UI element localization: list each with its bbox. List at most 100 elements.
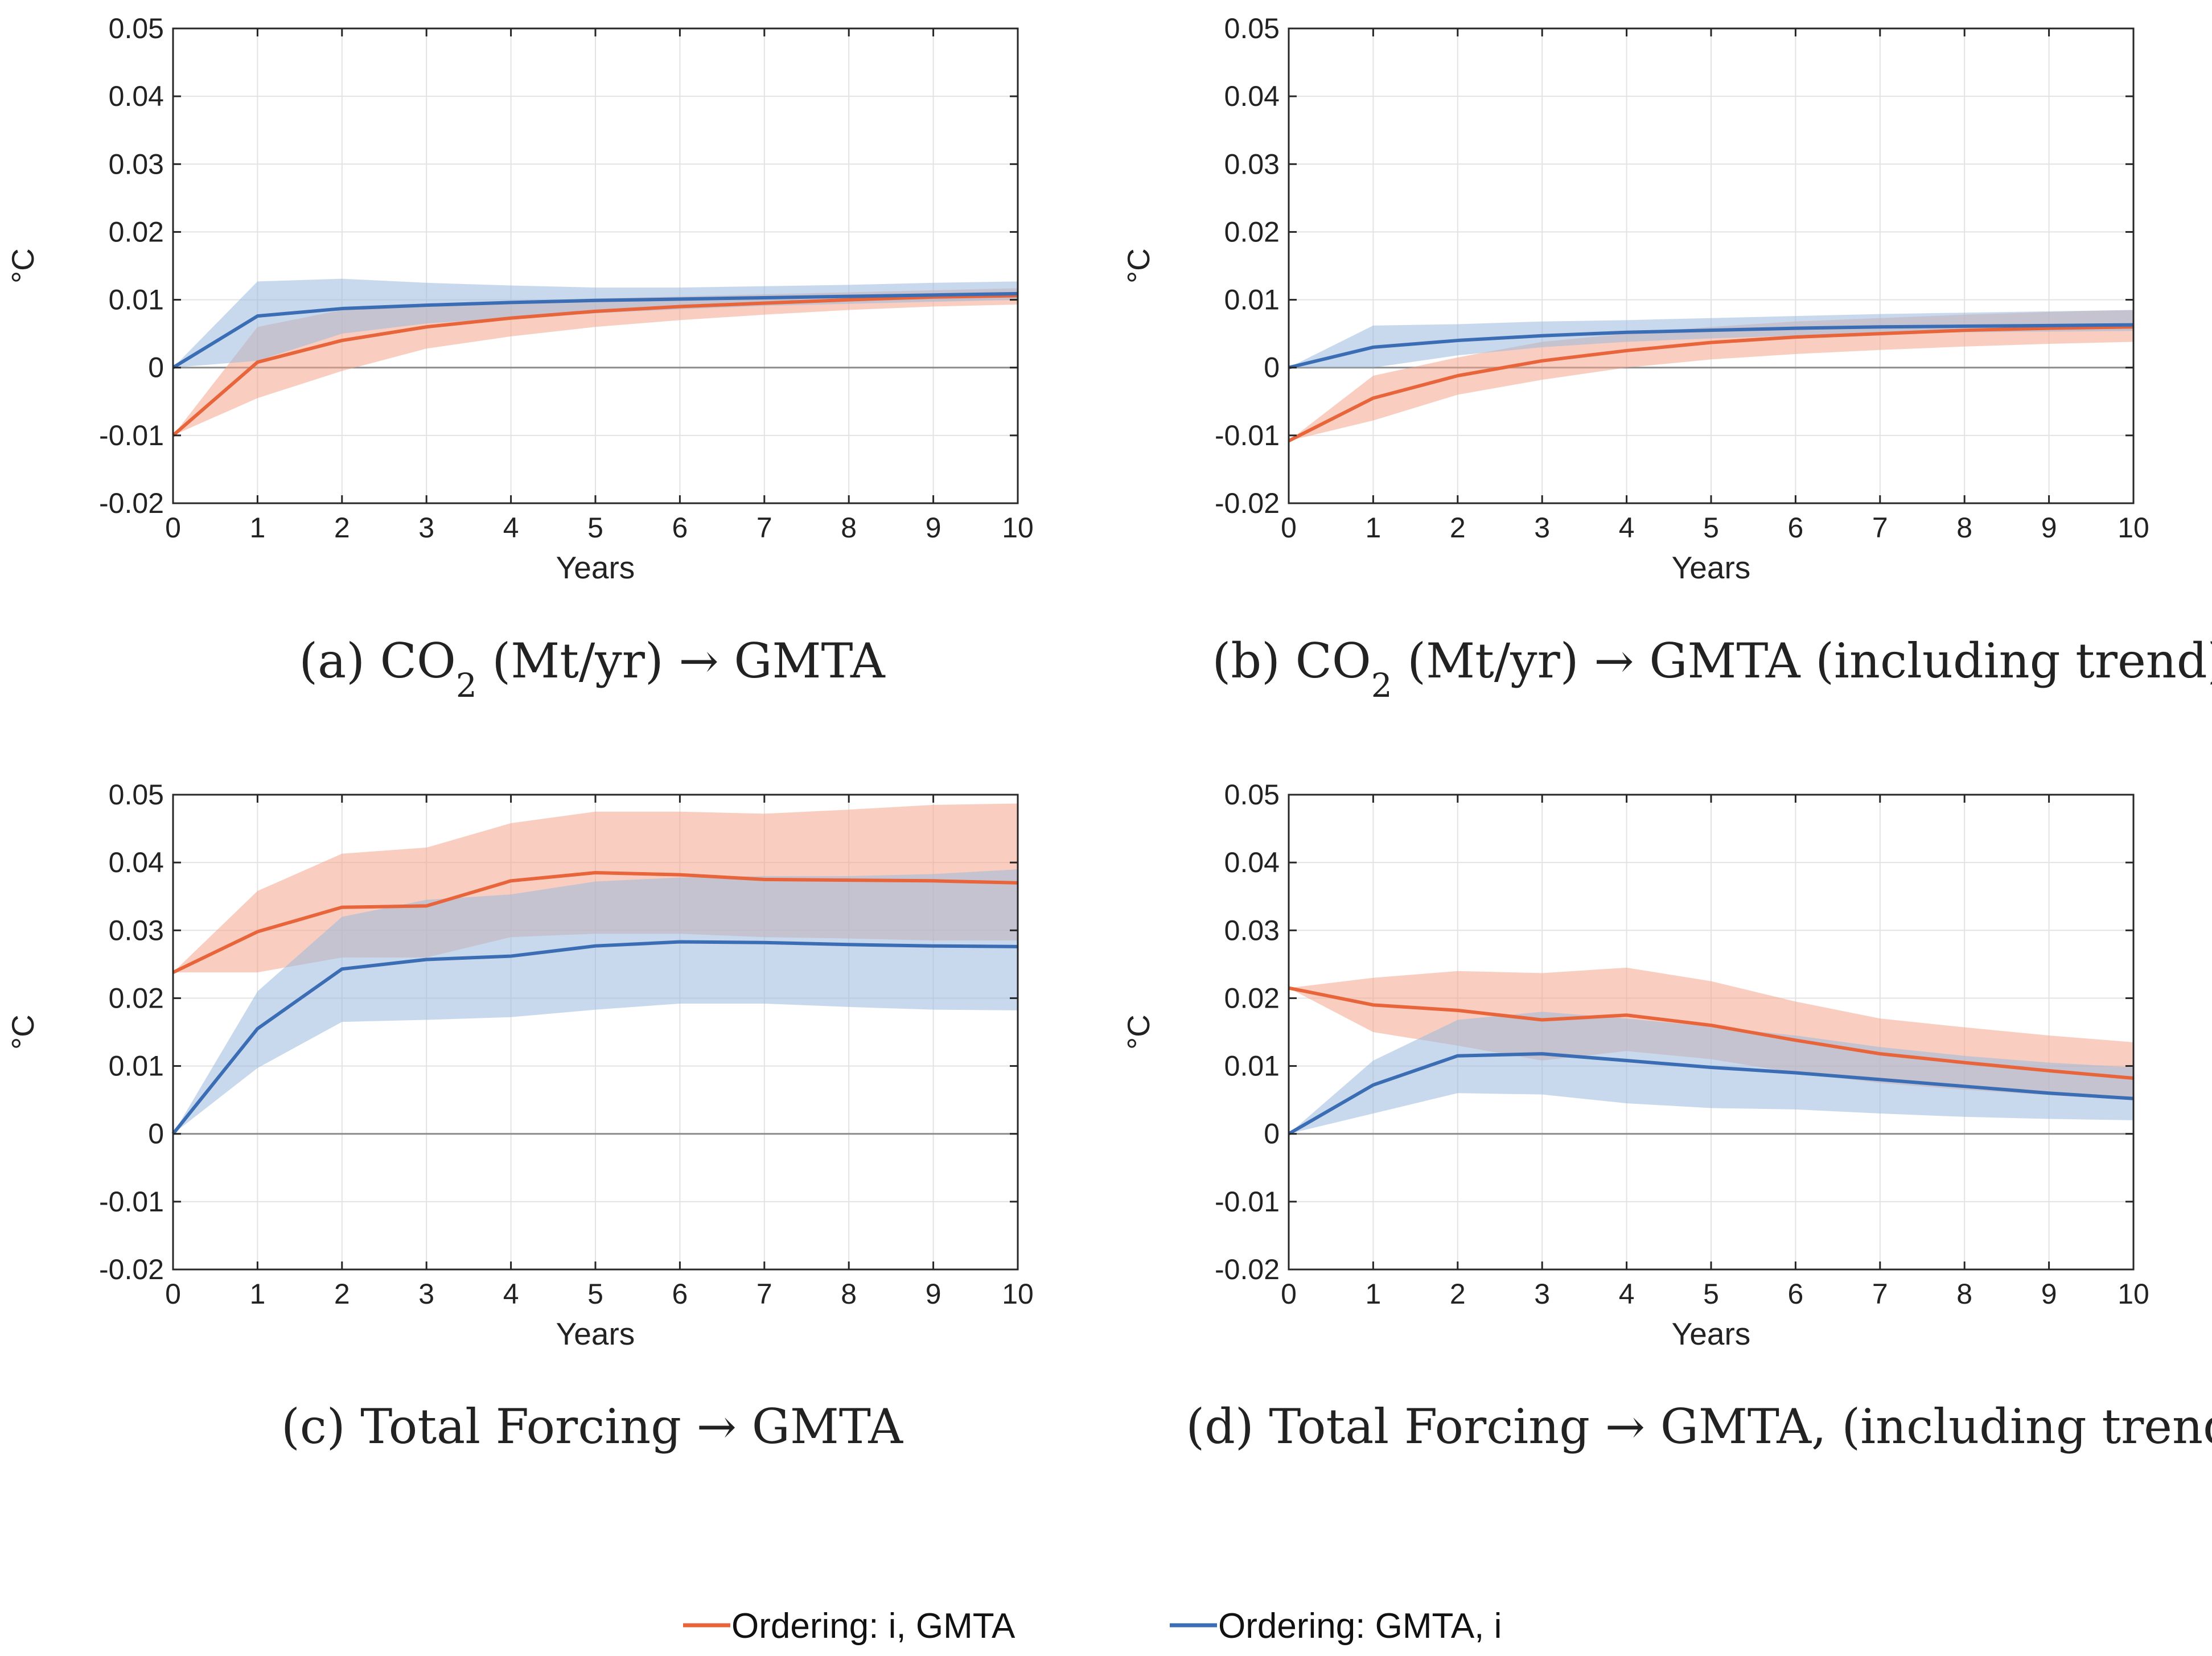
x-tick-label: 2 — [334, 512, 350, 544]
x-tick-label: 1 — [249, 512, 265, 544]
y-tick-label: 0.02 — [1224, 216, 1280, 248]
x-axis-label: Years — [556, 1316, 635, 1351]
y-tick-label: -0.01 — [1215, 1186, 1280, 1218]
y-axis-label: °C — [5, 248, 40, 283]
series-line-orange — [172, 871, 1018, 974]
y-tick-label: 0.01 — [1224, 284, 1280, 316]
x-tick-label: 3 — [1534, 1278, 1550, 1310]
x-tick-label: 10 — [1002, 512, 1034, 544]
x-tick-label: 4 — [503, 512, 519, 544]
y-tick-label: -0.01 — [99, 1186, 164, 1218]
x-tick-label: 6 — [672, 1278, 688, 1310]
y-tick-label: 0.02 — [109, 982, 164, 1014]
legend-label-orange: Ordering: i, GMTA — [731, 1606, 1015, 1646]
x-tick-label: 3 — [418, 1278, 434, 1310]
x-tick-label: 8 — [841, 1278, 857, 1310]
x-tick-label: 7 — [756, 512, 772, 544]
panel-caption: (c) Total Forcing → GMTA — [281, 1399, 903, 1454]
series-line-orange — [172, 294, 1018, 437]
x-tick-label: 9 — [2041, 1278, 2057, 1310]
y-tick-label: 0.04 — [109, 80, 164, 112]
x-tick-label: 8 — [841, 512, 857, 544]
x-tick-label: 5 — [1703, 1278, 1719, 1310]
series-line-orange — [1288, 325, 2134, 443]
x-tick-label: 6 — [672, 512, 688, 544]
series-line-blue — [172, 291, 1018, 369]
y-tick-label: 0.03 — [109, 914, 164, 946]
x-tick-label: 0 — [165, 1278, 181, 1310]
x-tick-label: 10 — [1002, 1278, 1034, 1310]
legend: Ordering: i, GMTA Ordering: GMTA, i — [683, 1606, 1502, 1646]
band-blue — [1289, 1012, 2133, 1134]
y-tick-label: -0.02 — [1215, 1254, 1280, 1285]
legend-label-blue: Ordering: GMTA, i — [1218, 1606, 1502, 1646]
x-tick-label: 4 — [1619, 512, 1635, 544]
x-tick-label: 8 — [1956, 1278, 1972, 1310]
y-tick-label: 0.02 — [109, 216, 164, 248]
y-tick-label: 0.03 — [1224, 914, 1280, 946]
y-tick-label: -0.01 — [99, 420, 164, 451]
y-tick-label: 0.04 — [1224, 847, 1280, 878]
panel-b: 0 1 2 3 4 5 6 7 8 9 10 -0.02 -0.01 0 0.01 0.02 0.03 0.04 0… — [1121, 13, 2212, 705]
y-tick-label: 0.04 — [109, 847, 164, 878]
y-tick-label: 0.02 — [1224, 982, 1280, 1014]
y-tick-label: 0.05 — [109, 779, 164, 811]
series-line-orange — [1288, 986, 2134, 1080]
band-blue — [173, 869, 1018, 1134]
x-axis-label: Years — [1672, 550, 1751, 585]
x-tick-label: 5 — [1703, 512, 1719, 544]
x-tick-label: 0 — [1281, 1278, 1297, 1310]
x-tick-label: 8 — [1956, 512, 1972, 544]
x-tick-label: 5 — [587, 1278, 603, 1310]
x-tick-label: 6 — [1787, 512, 1803, 544]
x-tick-label: 2 — [1450, 1278, 1466, 1310]
x-tick-label: 7 — [1872, 512, 1888, 544]
band-orange — [1289, 310, 2133, 441]
x-tick-label: 10 — [2118, 512, 2149, 544]
x-tick-label: 7 — [756, 1278, 772, 1310]
series-line-blue — [1288, 323, 2134, 369]
y-tick-label: 0 — [148, 1118, 164, 1150]
y-tick-label: 0 — [1264, 352, 1280, 384]
panel-caption: (d) Total Forcing → GMTA, (including tre… — [1186, 1399, 2212, 1454]
x-tick-label: 6 — [1787, 1278, 1803, 1310]
panel-a: 0 1 2 3 4 5 6 7 8 9 10 -0.02 -0.01 0 0.01 0.02 0.03 0.04 0… — [5, 13, 1034, 705]
y-axis-label: °C — [1121, 248, 1156, 283]
x-tick-label: 1 — [1365, 1278, 1381, 1310]
x-tick-label: 3 — [1534, 512, 1550, 544]
y-tick-label: -0.02 — [1215, 487, 1280, 519]
x-tick-label: 1 — [249, 1278, 265, 1310]
y-axis-label: °C — [1121, 1014, 1156, 1050]
y-tick-label: -0.02 — [99, 1254, 164, 1285]
x-tick-label: 10 — [2118, 1278, 2149, 1310]
y-tick-label: 0.04 — [1224, 80, 1280, 112]
y-tick-label: -0.01 — [1215, 420, 1280, 451]
x-tick-label: 9 — [926, 1278, 941, 1310]
panel-caption: (a) CO2 (Mt/yr) → GMTA — [299, 633, 886, 705]
x-axis-label: Years — [556, 550, 635, 585]
x-tick-label: 4 — [1619, 1278, 1635, 1310]
band-blue — [1289, 310, 2133, 368]
panel-d: 0 1 2 3 4 5 6 7 8 9 10 -0.02 -0.01 0 0.01 0.02 0.03 0.04 0… — [1121, 779, 2212, 1454]
x-tick-label: 3 — [418, 512, 434, 544]
y-tick-label: 0.01 — [109, 1050, 164, 1082]
x-tick-label: 9 — [926, 512, 941, 544]
y-tick-label: 0.05 — [109, 13, 164, 44]
x-tick-label: 2 — [334, 1278, 350, 1310]
x-tick-label: 0 — [165, 512, 181, 544]
y-tick-label: 0.03 — [109, 148, 164, 180]
y-tick-label: 0 — [1264, 1118, 1280, 1150]
series-line-blue — [171, 940, 1018, 1135]
y-tick-label: 0.03 — [1224, 148, 1280, 180]
panel-c: 0 1 2 3 4 5 6 7 8 9 10 -0.02 -0.01 0 0.01 0.02 0.03 0.04 0… — [5, 779, 1034, 1454]
y-tick-label: -0.02 — [99, 487, 164, 519]
y-tick-label: 0.01 — [1224, 1050, 1280, 1082]
y-tick-label: 0.01 — [109, 284, 164, 316]
x-tick-label: 1 — [1365, 512, 1381, 544]
panel-caption: (b) CO2 (Mt/yr) → GMTA (including trend) — [1212, 633, 2212, 705]
x-tick-label: 9 — [2041, 512, 2057, 544]
y-tick-label: 0.05 — [1224, 13, 1280, 44]
x-tick-label: 2 — [1450, 512, 1466, 544]
y-axis-label: °C — [5, 1014, 40, 1050]
